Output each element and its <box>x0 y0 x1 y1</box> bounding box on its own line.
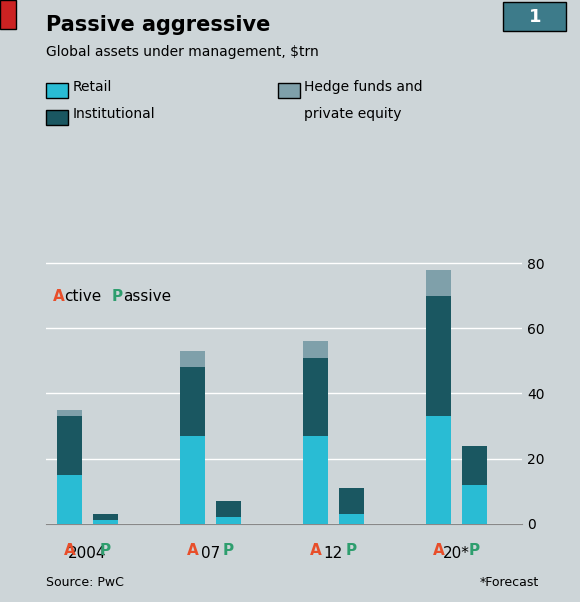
Text: Retail: Retail <box>72 80 112 95</box>
Bar <box>426 416 451 524</box>
Text: P: P <box>469 543 480 558</box>
Text: Global assets under management, $trn: Global assets under management, $trn <box>46 45 319 59</box>
Bar <box>57 410 82 416</box>
Text: private equity: private equity <box>304 107 402 122</box>
Text: A: A <box>433 543 444 558</box>
Bar <box>57 416 82 475</box>
Text: P: P <box>112 289 123 304</box>
Text: A: A <box>53 289 65 304</box>
Bar <box>303 341 328 358</box>
Bar <box>180 351 205 367</box>
Bar <box>462 485 487 524</box>
Bar <box>339 488 364 514</box>
Text: assive: assive <box>124 289 172 304</box>
Bar <box>216 501 241 517</box>
Text: *Forecast: *Forecast <box>480 576 539 589</box>
Bar <box>57 475 82 524</box>
Bar <box>93 521 118 524</box>
Bar <box>216 517 241 524</box>
Bar <box>462 445 487 485</box>
Bar <box>93 514 118 521</box>
Text: A: A <box>63 543 75 558</box>
Text: Passive aggressive: Passive aggressive <box>46 15 271 35</box>
Bar <box>303 436 328 524</box>
Text: P: P <box>346 543 357 558</box>
Text: ctive: ctive <box>64 289 101 304</box>
Bar <box>426 270 451 296</box>
Bar <box>180 436 205 524</box>
Text: P: P <box>100 543 111 558</box>
Bar <box>339 514 364 524</box>
Text: Source: PwC: Source: PwC <box>46 576 124 589</box>
Text: Hedge funds and: Hedge funds and <box>304 80 423 95</box>
Bar <box>303 358 328 436</box>
Text: 1: 1 <box>528 8 541 26</box>
Bar <box>180 367 205 436</box>
Text: Institutional: Institutional <box>72 107 155 122</box>
Text: A: A <box>310 543 321 558</box>
Bar <box>426 296 451 416</box>
Text: A: A <box>187 543 198 558</box>
Text: P: P <box>223 543 234 558</box>
